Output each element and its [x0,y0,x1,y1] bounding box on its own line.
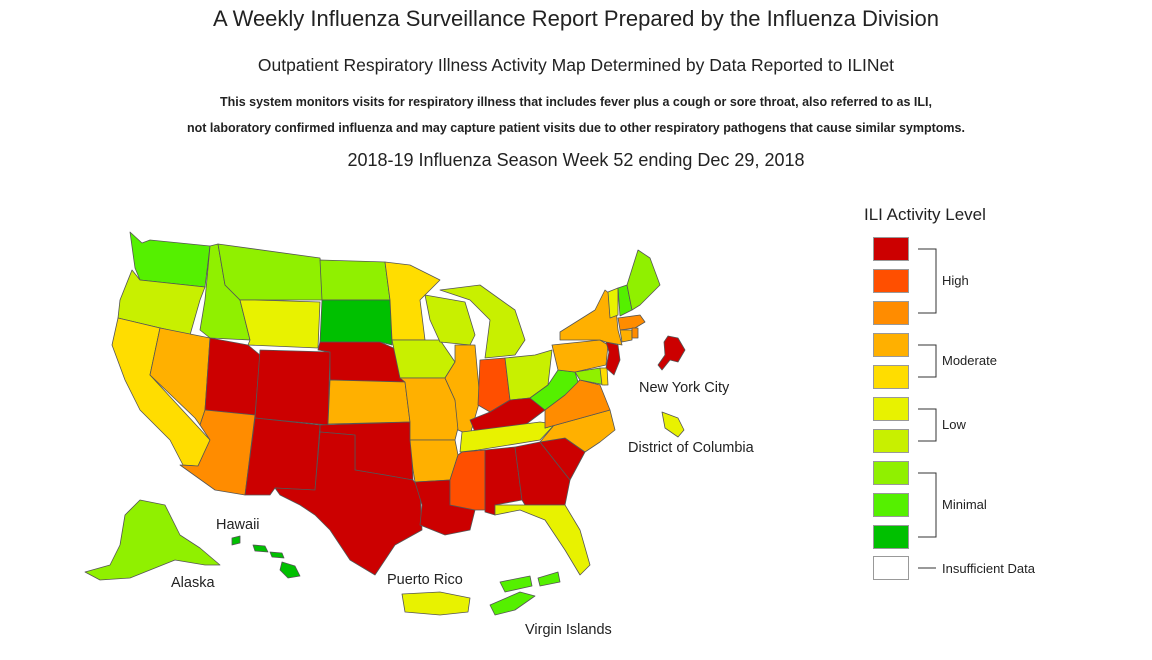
label-virgin-islands: Virgin Islands [525,622,612,638]
legend-title: ILI Activity Level [864,205,986,224]
state-new-york-city[interactable] [657,335,686,371]
legend-swatch-level-10 [873,237,909,261]
state-pennsylvania[interactable] [551,339,609,373]
state-nebraska[interactable] [317,341,406,383]
label-new-york-city: New York City [639,380,730,396]
description-line-2: not laboratory confirmed influenza and m… [187,121,965,135]
state-district-of-columbia[interactable] [661,411,685,438]
state-maine[interactable] [626,249,661,311]
legend-swatch-level-4 [873,429,909,453]
legend-label-moderate: Moderate [942,353,997,368]
legend-swatch-level-8 [873,301,909,325]
state-colorado[interactable] [254,349,331,426]
state-texas[interactable] [274,431,423,576]
state-tennessee[interactable] [459,421,556,453]
state-connecticut[interactable] [619,329,633,343]
legend-swatch-level-2 [873,493,909,517]
state-north-dakota[interactable] [319,259,391,301]
legend-swatch-level-1 [873,525,909,549]
label-puerto-rico: Puerto Rico [387,572,463,588]
state-puerto-rico[interactable] [401,591,471,616]
legend-swatch-level-9 [873,269,909,293]
state-delaware[interactable] [599,367,609,386]
legend-brackets [918,248,937,569]
legend-label-insufficient: Insufficient Data [942,561,1035,576]
state-maryland[interactable] [574,367,606,386]
legend-swatch-level-5 [873,397,909,421]
state-wyoming[interactable] [239,299,321,349]
state-arkansas[interactable] [409,439,459,483]
state-utah[interactable] [204,337,261,416]
state-north-carolina[interactable] [539,409,616,453]
state-hawaii[interactable] [231,535,301,579]
state-montana[interactable] [217,243,326,301]
state-florida[interactable] [494,504,591,576]
state-washington[interactable] [129,231,211,288]
state-illinois[interactable] [444,344,481,436]
state-rhode-island[interactable] [631,327,639,339]
state-new-york[interactable] [559,289,623,346]
state-virgin-islands[interactable] [489,571,561,616]
description-line-1: This system monitors visits for respirat… [219,95,932,109]
state-oregon[interactable] [117,269,206,336]
legend-swatch-insufficient [873,556,909,580]
state-wisconsin[interactable] [424,294,476,346]
state-iowa[interactable] [391,339,456,379]
map-subtitle: Outpatient Respiratory Illness Activity … [257,55,895,75]
state-minnesota[interactable] [384,261,441,341]
state-michigan[interactable] [439,284,526,359]
season-heading: 2018-19 Influenza Season Week 52 ending … [347,150,805,170]
state-south-dakota[interactable] [319,299,393,346]
state-kansas[interactable] [327,379,411,425]
state-new-mexico[interactable] [244,417,321,496]
state-new-jersey[interactable] [605,341,621,376]
legend-label-low: Low [942,417,966,432]
legend-swatch-level-7 [873,333,909,357]
state-massachusetts[interactable] [617,314,646,331]
state-vermont[interactable] [607,287,619,319]
legend-swatch-level-3 [873,461,909,485]
legend-swatch-level-6 [873,365,909,389]
report-title: A Weekly Influenza Surveillance Report P… [213,6,939,31]
legend-label-high: High [942,273,969,288]
label-alaska: Alaska [171,575,215,591]
legend-label-minimal: Minimal [942,497,987,512]
label-hawaii: Hawaii [216,517,260,533]
state-shapes [84,231,686,616]
state-alaska[interactable] [84,499,221,581]
label-district-of-columbia: District of Columbia [628,440,755,456]
